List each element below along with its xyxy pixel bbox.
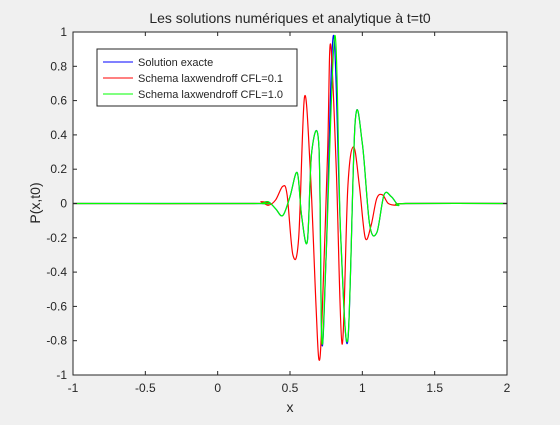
x-tick-label-6: 2: [504, 381, 511, 395]
x-tick-label-0: -1: [68, 381, 79, 395]
series-line-2: [72, 34, 508, 345]
y-axis-label: P(x,t0): [27, 182, 43, 223]
y-tick-label-0: -1: [56, 368, 67, 382]
x-tick-label-2: 0: [214, 381, 221, 395]
x-axis-label: x: [287, 399, 294, 415]
y-tick-label-2: -0.6: [46, 299, 67, 313]
x-tick-label-3: 0.5: [282, 381, 299, 395]
x-ticks: -1 -0.5 0 0.5 1 1.5 2: [68, 32, 511, 395]
y-ticks: -1 -0.8 -0.6 -0.4 -0.2 0 0.2 0.4 0.6 0.8 1: [46, 25, 507, 382]
chart-title: Les solutions numériques et analytique à…: [149, 10, 431, 26]
legend-label-2: Schema laxwendroff CFL=1.0: [138, 89, 283, 101]
y-tick-label-7: 0.4: [50, 128, 67, 142]
series-line-1: [72, 43, 508, 361]
legend: Solution exacte Schema laxwendroff CFL=0…: [96, 48, 298, 107]
x-tick-label-4: 1: [359, 381, 366, 395]
y-tick-label-4: -0.2: [46, 231, 67, 245]
y-tick-label-3: -0.4: [46, 265, 67, 279]
legend-label-0: Solution exacte: [138, 57, 213, 69]
x-tick-label-1: -0.5: [135, 381, 156, 395]
y-tick-label-10: 1: [60, 25, 67, 39]
x-tick-label-5: 1.5: [426, 381, 443, 395]
legend-label-1: Schema laxwendroff CFL=0.1: [138, 73, 283, 85]
y-tick-label-6: 0.2: [50, 162, 67, 176]
y-tick-label-5: 0: [60, 197, 67, 211]
y-tick-label-8: 0.6: [50, 94, 67, 108]
y-tick-label-1: -0.8: [46, 334, 67, 348]
series-layer: [72, 34, 508, 361]
y-tick-label-9: 0.8: [50, 59, 67, 73]
